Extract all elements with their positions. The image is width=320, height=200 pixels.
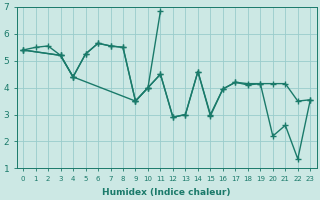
X-axis label: Humidex (Indice chaleur): Humidex (Indice chaleur) bbox=[102, 188, 231, 197]
